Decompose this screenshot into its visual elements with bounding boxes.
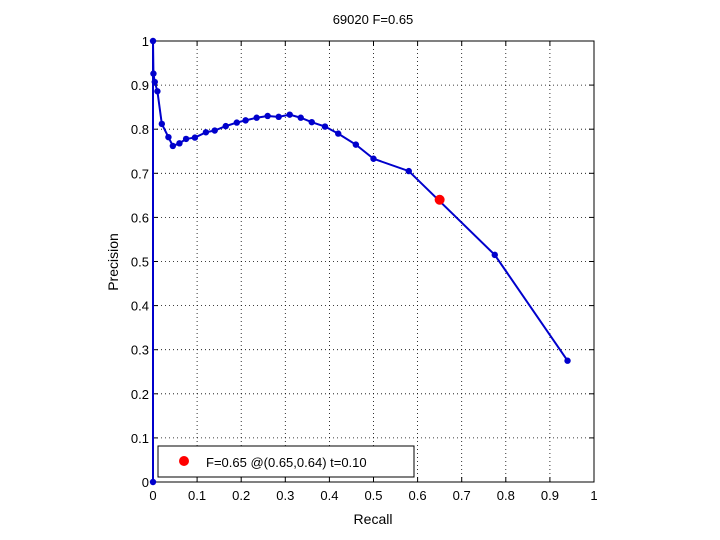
y-axis-label: Precision xyxy=(105,233,121,291)
data-point xyxy=(308,118,315,126)
data-point xyxy=(233,119,240,126)
y-tick-label: 0 xyxy=(142,475,149,490)
grid xyxy=(153,41,594,482)
x-tick-label: 0.6 xyxy=(409,488,427,503)
y-tick-label: 0.8 xyxy=(131,122,149,137)
y-tick-label: 0.9 xyxy=(131,78,149,93)
x-tick-label: 0.8 xyxy=(497,488,515,503)
data-point xyxy=(165,133,172,141)
legend: F=0.65 @(0.65,0.64) t=0.10 xyxy=(157,445,415,478)
legend-box xyxy=(157,445,415,478)
axis-ticks: 0 0.1 0.2 0.3 0.4 0.5 0.6 0.7 0.8 0.9 1 0 0.1 0.2 0.3 0… xyxy=(131,34,598,503)
data-point xyxy=(158,120,166,128)
data-point xyxy=(405,167,412,175)
x-tick-label: 0.7 xyxy=(453,488,471,503)
data-point xyxy=(222,122,229,130)
data-point xyxy=(150,70,157,77)
y-tick-label: 0.1 xyxy=(131,431,149,446)
data-point xyxy=(297,114,304,121)
data-point xyxy=(370,155,377,162)
legend-label: F=0.65 @(0.65,0.64) t=0.10 xyxy=(206,455,367,470)
y-tick-label: 0.5 xyxy=(131,255,149,270)
x-tick-label: 0.9 xyxy=(541,488,559,503)
data-point xyxy=(169,142,177,150)
data-point xyxy=(211,127,218,134)
x-tick-label: 0.2 xyxy=(232,488,250,503)
data-point xyxy=(242,117,249,124)
data-point xyxy=(191,134,199,141)
y-tick-label: 0.3 xyxy=(131,343,149,358)
data-point xyxy=(564,357,571,364)
chart-title: 69020 F=0.65 xyxy=(333,12,414,27)
series-layer xyxy=(149,37,571,486)
data-point xyxy=(264,112,271,120)
data-point xyxy=(253,114,260,121)
data-point xyxy=(151,78,158,86)
x-tick-label: 0.1 xyxy=(188,488,206,503)
data-point xyxy=(491,251,498,259)
x-tick-label: 0.3 xyxy=(276,488,294,503)
y-tick-label: 0.7 xyxy=(131,166,149,181)
data-point xyxy=(176,140,183,147)
legend-marker xyxy=(179,456,189,466)
data-point xyxy=(275,113,282,121)
y-tick-label: 1 xyxy=(142,34,149,49)
x-tick-label: 0.5 xyxy=(364,488,382,503)
x-axis-label: Recall xyxy=(354,511,393,527)
x-tick-label: 0 xyxy=(149,488,156,503)
y-tick-label: 0.6 xyxy=(131,210,149,225)
data-point xyxy=(286,111,293,118)
y-tick-label: 0.4 xyxy=(131,299,149,314)
best-f-point xyxy=(434,194,445,205)
data-point xyxy=(149,37,157,45)
data-point xyxy=(335,130,342,137)
data-point xyxy=(154,88,161,95)
data-point xyxy=(321,123,329,130)
x-tick-label: 0.4 xyxy=(320,488,338,503)
x-tick-label: 1 xyxy=(590,488,597,503)
y-tick-label: 0.2 xyxy=(131,387,149,402)
data-point xyxy=(352,141,360,148)
data-point xyxy=(202,129,210,136)
plot-area: 0 0.1 0.2 0.3 0.4 0.5 0.6 0.7 0.8 0.9 1 0 0.1 0.2 0.3 0… xyxy=(131,34,598,503)
data-point xyxy=(182,135,190,143)
data-point xyxy=(149,478,157,486)
